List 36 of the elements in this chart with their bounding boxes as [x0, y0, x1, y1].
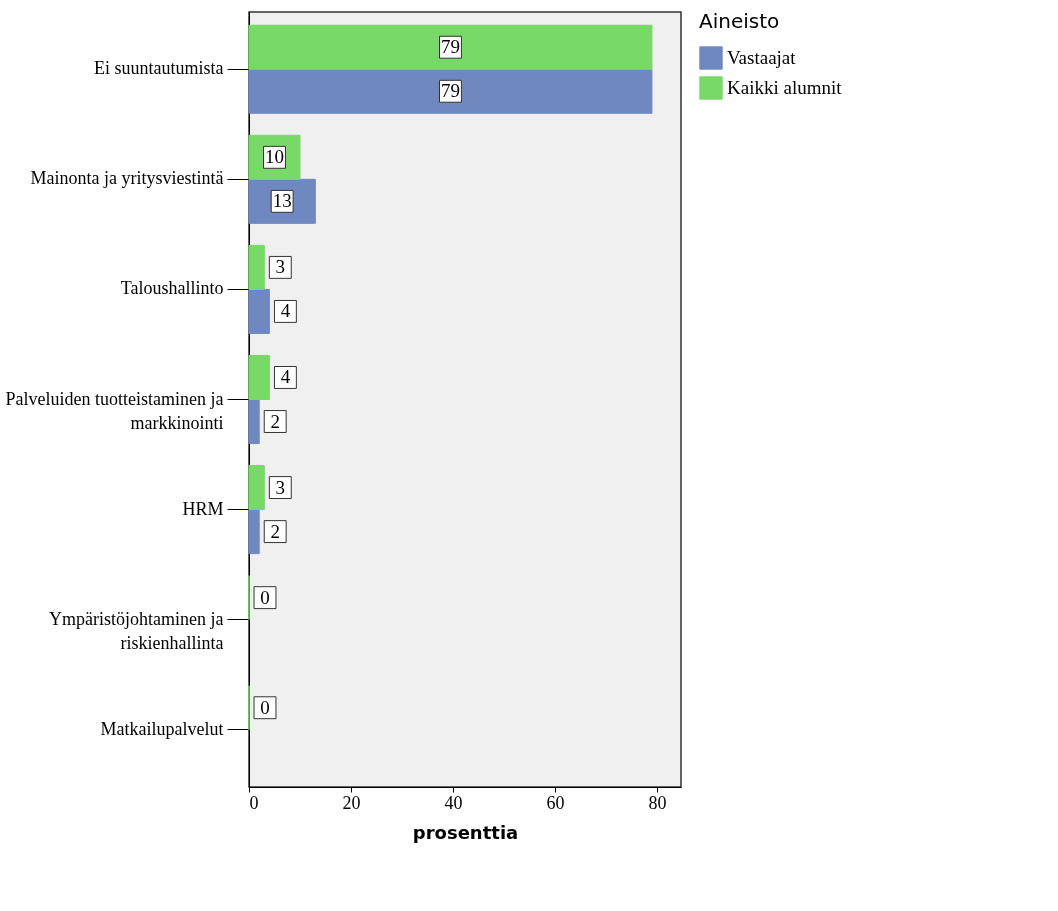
x-tick-label: 60 [546, 792, 565, 813]
data-label: 4 [280, 366, 291, 388]
y-tick-label: Ei suuntautumista [94, 58, 224, 79]
data-label: 2 [270, 410, 280, 432]
y-tick-label: HRM [182, 498, 224, 519]
y-tick-label: Taloushallinto [120, 278, 224, 299]
bar [248, 68, 653, 114]
legend-label: Vastaajat [727, 47, 797, 68]
bar [248, 399, 260, 445]
data-label: 4 [280, 300, 291, 322]
bar [248, 354, 270, 400]
x-tick-label: 40 [444, 792, 463, 813]
y-tick-label: Mainonta ja yritysviestintä [30, 168, 224, 189]
data-label: 79 [440, 36, 460, 58]
data-label: 0 [260, 586, 270, 608]
x-tick-label: 0 [249, 792, 259, 813]
x-axis-title: prosenttia [412, 821, 519, 843]
bar [248, 244, 265, 290]
bar [248, 465, 265, 511]
legend-label: Kaikki alumnit [727, 77, 843, 98]
data-label: 2 [270, 520, 280, 542]
data-label: 0 [260, 696, 270, 718]
bar [248, 24, 653, 70]
data-label: 10 [265, 146, 284, 168]
data-label: 13 [272, 190, 292, 212]
x-tick-label: 80 [648, 792, 667, 813]
data-label: 3 [275, 256, 286, 278]
bar [248, 509, 260, 555]
y-tick-label: Matkailupalvelut [100, 718, 224, 739]
data-label: 79 [440, 80, 460, 102]
x-tick-label: 20 [342, 792, 361, 813]
y-tick-label: Palveluiden tuotteistaminen ja markkinointi [5, 388, 224, 433]
legend-title: Aineisto [699, 9, 780, 33]
data-label: 3 [275, 476, 286, 498]
y-tick-label: Ympäristöjohtaminen ja riskienhallinta [49, 608, 224, 653]
bar [248, 288, 270, 334]
